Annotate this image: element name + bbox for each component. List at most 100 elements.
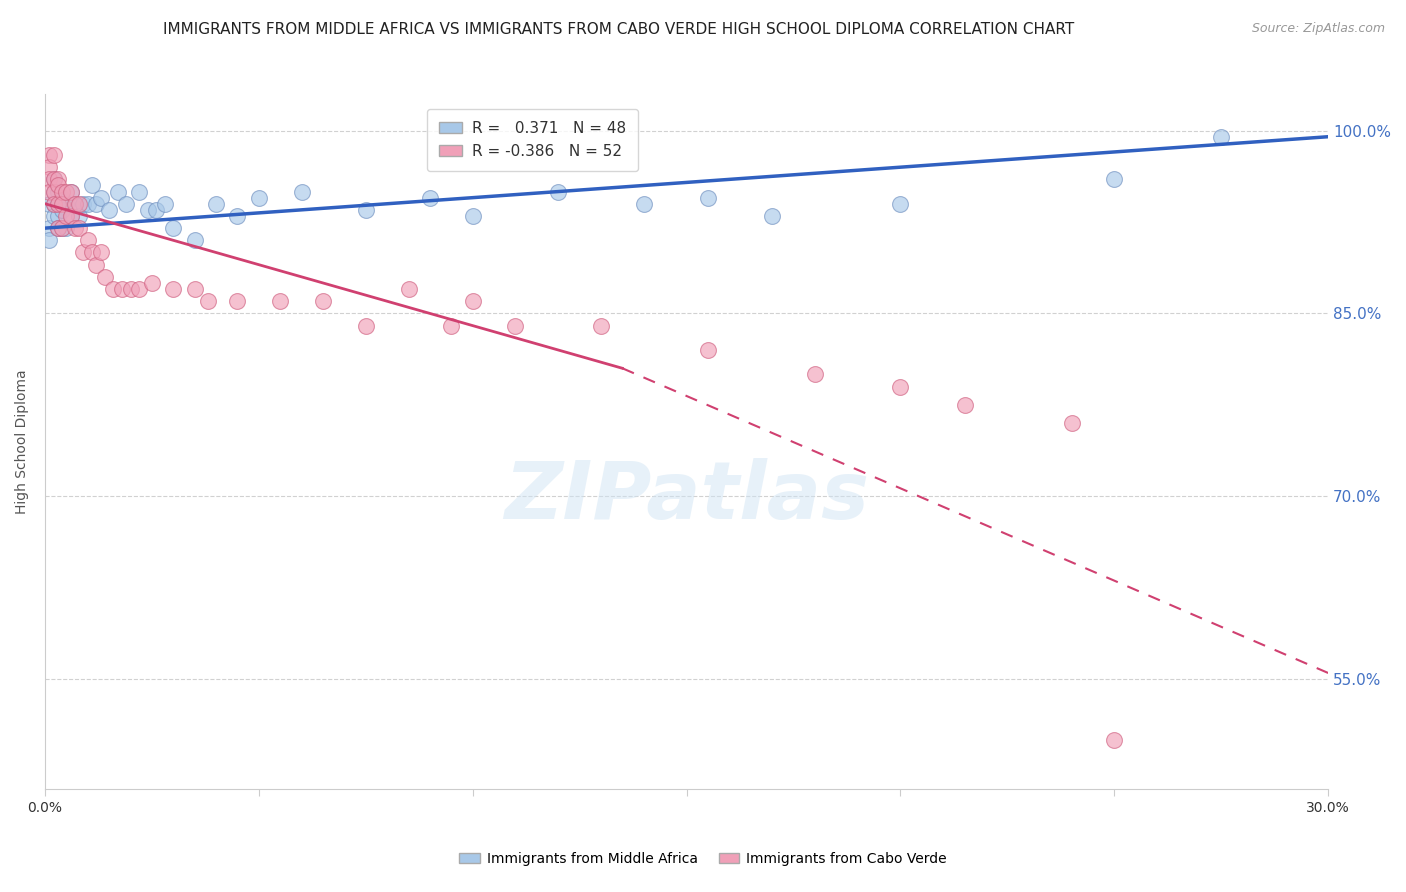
Point [141, 276, 163, 290]
Point [42, 185, 65, 199]
Point [953, 398, 976, 412]
Point [419, 191, 441, 205]
Point [51, 196, 73, 211]
Point [889, 196, 911, 211]
Point [107, 185, 129, 199]
Point [226, 294, 249, 309]
Point [51, 202, 73, 217]
Point [1104, 172, 1126, 186]
Point [38, 172, 60, 186]
Point [505, 318, 527, 333]
Point [46, 178, 69, 193]
Point [51, 191, 73, 205]
Point [84, 258, 107, 272]
Point [42, 209, 65, 223]
Point [76, 196, 98, 211]
Point [59, 185, 82, 199]
Point [59, 209, 82, 223]
Point [51, 221, 73, 235]
Point [103, 282, 125, 296]
Point [162, 221, 184, 235]
Point [115, 196, 138, 211]
Text: Source: ZipAtlas.com: Source: ZipAtlas.com [1251, 22, 1385, 36]
Point [697, 191, 720, 205]
Point [94, 269, 117, 284]
Point [183, 233, 205, 247]
Point [55, 185, 77, 199]
Point [440, 318, 463, 333]
Point [67, 221, 90, 235]
Point [162, 282, 184, 296]
Point [76, 233, 98, 247]
Point [226, 209, 249, 223]
Point [205, 196, 228, 211]
Point [354, 318, 377, 333]
Y-axis label: High School Diploma: High School Diploma [15, 369, 30, 514]
Point [38, 221, 60, 235]
Point [1060, 416, 1083, 430]
Point [398, 282, 420, 296]
Text: IMMIGRANTS FROM MIDDLE AFRICA VS IMMIGRANTS FROM CABO VERDE HIGH SCHOOL DIPLOMA : IMMIGRANTS FROM MIDDLE AFRICA VS IMMIGRA… [163, 22, 1074, 37]
Point [46, 172, 69, 186]
Point [59, 185, 82, 199]
Point [80, 245, 103, 260]
Point [84, 196, 107, 211]
Point [46, 196, 69, 211]
Point [90, 245, 112, 260]
Point [63, 221, 86, 235]
Point [42, 148, 65, 162]
Point [197, 294, 219, 309]
Point [46, 196, 69, 211]
Point [354, 202, 377, 217]
Point [42, 172, 65, 186]
Text: ZIPatlas: ZIPatlas [505, 458, 869, 536]
Point [247, 191, 270, 205]
Point [55, 196, 77, 211]
Legend: Immigrants from Middle Africa, Immigrants from Cabo Verde: Immigrants from Middle Africa, Immigrant… [454, 847, 952, 871]
Point [38, 185, 60, 199]
Point [145, 202, 167, 217]
Point [67, 196, 90, 211]
Point [312, 294, 335, 309]
Point [46, 209, 69, 223]
Point [183, 282, 205, 296]
Point [697, 343, 720, 357]
Point [461, 294, 484, 309]
Point [63, 196, 86, 211]
Point [51, 221, 73, 235]
Point [153, 196, 176, 211]
Point [128, 282, 150, 296]
Point [38, 160, 60, 174]
Point [46, 221, 69, 235]
Point [46, 221, 69, 235]
Point [55, 209, 77, 223]
Legend: R =   0.371   N = 48, R = -0.386   N = 52: R = 0.371 N = 48, R = -0.386 N = 52 [427, 109, 638, 170]
Point [136, 202, 159, 217]
Point [269, 294, 291, 309]
Point [1104, 733, 1126, 747]
Point [889, 379, 911, 393]
Point [80, 178, 103, 193]
Point [72, 196, 94, 211]
Point [38, 233, 60, 247]
Point [55, 221, 77, 235]
Point [90, 191, 112, 205]
Point [589, 318, 612, 333]
Point [547, 185, 569, 199]
Point [42, 196, 65, 211]
Point [291, 185, 314, 199]
Point [633, 196, 655, 211]
Point [42, 172, 65, 186]
Point [1211, 129, 1233, 144]
Point [46, 185, 69, 199]
Point [38, 148, 60, 162]
Point [42, 185, 65, 199]
Point [128, 185, 150, 199]
Point [120, 282, 142, 296]
Point [63, 196, 86, 211]
Point [67, 209, 90, 223]
Point [761, 209, 783, 223]
Point [98, 202, 121, 217]
Point [461, 209, 484, 223]
Point [59, 209, 82, 223]
